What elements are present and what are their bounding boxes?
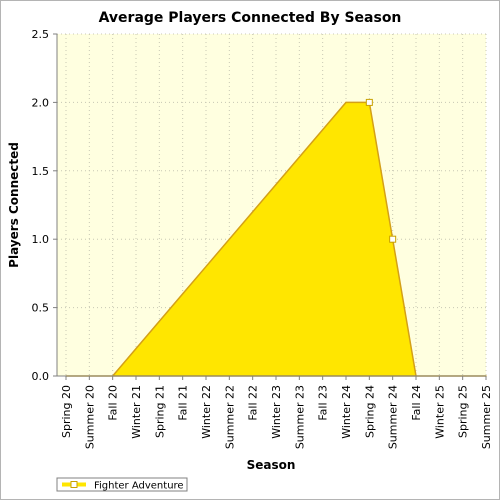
x-tick-label: Summer 23 — [293, 385, 306, 449]
x-tick-label: Fall 23 — [317, 385, 330, 421]
y-tick-label: 1.0 — [32, 233, 50, 246]
x-tick-label: Fall 24 — [410, 385, 423, 421]
x-tick-label: Winter 23 — [270, 385, 283, 439]
data-point-marker — [365, 98, 373, 106]
data-point-marker — [389, 235, 397, 243]
y-tick-label: 0.5 — [32, 302, 50, 315]
x-tick-label: Summer 20 — [83, 385, 96, 449]
y-tick-label: 2.5 — [32, 28, 50, 41]
x-tick-label: Fall 20 — [107, 385, 120, 421]
x-tick-label: Fall 21 — [177, 385, 190, 421]
x-tick-label: Summer 25 — [480, 385, 493, 449]
y-tick-label: 0.0 — [32, 370, 50, 383]
legend-marker — [70, 481, 78, 488]
x-tick-label: Summer 22 — [223, 385, 236, 449]
y-tick-label: 2.0 — [32, 96, 50, 109]
y-tick-label: 1.5 — [32, 165, 50, 178]
x-tick-label: Winter 25 — [433, 385, 446, 439]
x-tick-label: Winter 24 — [340, 385, 353, 439]
x-tick-label: Winter 21 — [130, 385, 143, 439]
x-tick-label: Spring 24 — [363, 385, 376, 438]
x-axis-title: Season — [247, 458, 296, 472]
legend: Fighter Adventure — [56, 477, 188, 492]
legend-label: Fighter Adventure — [94, 481, 184, 492]
x-tick-label: Winter 22 — [200, 385, 213, 439]
x-tick-label: Fall 22 — [247, 385, 260, 421]
x-tick-label: Spring 20 — [60, 385, 73, 438]
x-tick-label: Spring 21 — [153, 385, 166, 438]
legend-box — [56, 477, 188, 492]
chart-title: Average Players Connected By Season — [99, 10, 402, 26]
x-tick-label: Summer 24 — [387, 385, 400, 449]
y-axis-title: Players Connected — [7, 142, 21, 268]
x-tick-label: Spring 25 — [457, 385, 470, 438]
